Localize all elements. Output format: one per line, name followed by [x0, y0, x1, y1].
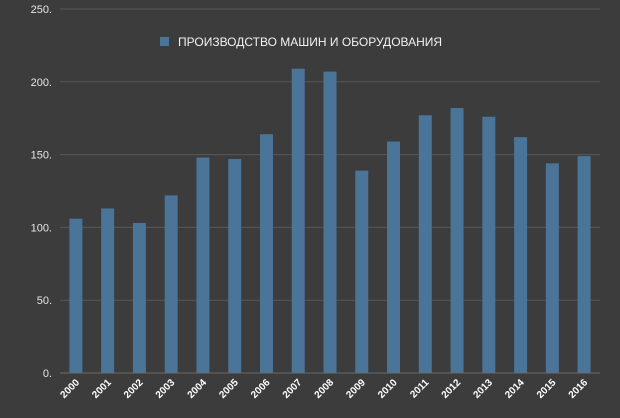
- bar: [323, 71, 337, 373]
- x-tick-label: 2015: [535, 377, 559, 401]
- x-tick-label: 2011: [408, 377, 431, 400]
- bar: [69, 218, 83, 373]
- bar: [545, 163, 559, 373]
- bar: [482, 116, 496, 373]
- x-tick-label: 2010: [376, 377, 400, 401]
- y-tick-label: 100.: [31, 222, 52, 234]
- x-tick-label: 2003: [154, 377, 178, 401]
- bar: [387, 141, 401, 373]
- legend: ПРОИЗВОДСТВО МАШИН И ОБОРУДОВАНИЯ: [160, 35, 442, 49]
- legend-label: ПРОИЗВОДСТВО МАШИН И ОБОРУДОВАНИЯ: [178, 35, 442, 49]
- bar: [418, 115, 432, 374]
- x-tick-label: 2000: [58, 377, 82, 401]
- y-tick-label: 0.: [43, 368, 52, 380]
- bar: [101, 208, 115, 373]
- x-axis-ticks: 2000 2001 2002 2003 2004 2005 2006 2007 2008 2009…: [58, 377, 590, 401]
- x-tick-label: 2005: [217, 377, 241, 401]
- y-tick-label: 150.: [31, 150, 52, 162]
- x-tick-label: 2004: [186, 377, 210, 401]
- x-tick-label: 2014: [503, 377, 527, 401]
- y-tick-label: 200.: [31, 77, 52, 89]
- bar: [196, 157, 210, 373]
- bar: [577, 156, 591, 373]
- legend-swatch: [160, 37, 169, 46]
- y-tick-label: 50.: [37, 295, 52, 307]
- bar: [355, 170, 369, 373]
- x-tick-label: 2007: [281, 377, 305, 401]
- bar: [259, 134, 273, 373]
- x-tick-label: 2001: [90, 377, 114, 401]
- bar: [514, 137, 528, 373]
- bar: [132, 223, 146, 373]
- bars: [69, 68, 591, 374]
- y-axis-ticks: 0. 50. 100. 150. 200. 250.: [31, 4, 52, 380]
- x-tick-label: 2013: [471, 377, 495, 401]
- bar: [291, 68, 305, 374]
- x-tick-label: 2009: [344, 377, 368, 401]
- x-tick-label: 2002: [122, 377, 146, 401]
- bar: [450, 108, 464, 374]
- x-tick-label: 2008: [313, 377, 337, 401]
- y-tick-label: 250.: [31, 4, 52, 16]
- x-tick-label: 2016: [567, 377, 591, 401]
- x-tick-label: 2006: [249, 377, 273, 401]
- bar: [164, 195, 178, 373]
- x-tick-label: 2012: [440, 377, 464, 401]
- bar: [228, 158, 242, 373]
